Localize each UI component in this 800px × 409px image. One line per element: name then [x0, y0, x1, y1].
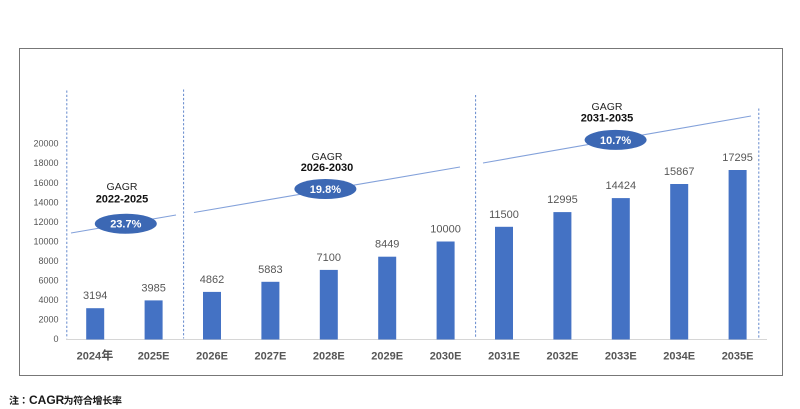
- svg-text:4000: 4000: [38, 295, 58, 305]
- svg-text:10.7%: 10.7%: [600, 135, 631, 147]
- svg-text:2035E: 2035E: [722, 351, 754, 363]
- svg-text:14424: 14424: [606, 180, 637, 192]
- svg-text:19.8%: 19.8%: [310, 184, 341, 196]
- svg-text:3194: 3194: [83, 290, 107, 302]
- svg-text:CAGR: CAGR: [29, 393, 65, 407]
- svg-text:8449: 8449: [375, 239, 399, 251]
- svg-text:2025E: 2025E: [138, 351, 170, 363]
- svg-text:5883: 5883: [258, 264, 282, 276]
- svg-text:2034E: 2034E: [663, 351, 695, 363]
- svg-text:2033E: 2033E: [605, 351, 637, 363]
- svg-text:2029E: 2029E: [371, 351, 403, 363]
- svg-text:2000: 2000: [38, 315, 58, 325]
- svg-text:17295: 17295: [722, 152, 753, 164]
- svg-text:2028E: 2028E: [313, 351, 345, 363]
- svg-text:2030E: 2030E: [430, 351, 462, 363]
- svg-text:7100: 7100: [317, 252, 341, 264]
- svg-text:2032E: 2032E: [546, 351, 578, 363]
- svg-text:16000: 16000: [33, 178, 58, 188]
- svg-text:6000: 6000: [38, 275, 58, 285]
- svg-text:10000: 10000: [430, 224, 461, 236]
- svg-text:18000: 18000: [33, 158, 58, 168]
- svg-text:2031E: 2031E: [488, 351, 520, 363]
- svg-text:23.7%: 23.7%: [110, 219, 141, 231]
- svg-text:2031-2035: 2031-2035: [581, 113, 634, 125]
- svg-text:14000: 14000: [33, 197, 58, 207]
- svg-text:8000: 8000: [38, 256, 58, 266]
- svg-text:10000: 10000: [33, 236, 58, 246]
- svg-text:GAGR: GAGR: [107, 181, 138, 193]
- svg-text:12000: 12000: [33, 217, 58, 227]
- svg-text:20000: 20000: [33, 139, 58, 149]
- svg-text:11500: 11500: [489, 209, 519, 221]
- svg-text:15867: 15867: [664, 166, 695, 178]
- svg-text:GAGR: GAGR: [312, 151, 343, 163]
- svg-text:12995: 12995: [547, 194, 578, 206]
- svg-text:2026E: 2026E: [196, 351, 228, 363]
- svg-text:2026-2030: 2026-2030: [301, 162, 354, 174]
- svg-text:0: 0: [53, 334, 58, 344]
- svg-text:GAGR: GAGR: [592, 101, 623, 113]
- svg-text:4862: 4862: [200, 274, 224, 286]
- svg-text:2027E: 2027E: [254, 351, 286, 363]
- svg-text:2024: 2024: [77, 351, 102, 363]
- svg-text:3985: 3985: [141, 282, 165, 294]
- svg-text:2022-2025: 2022-2025: [96, 193, 149, 205]
